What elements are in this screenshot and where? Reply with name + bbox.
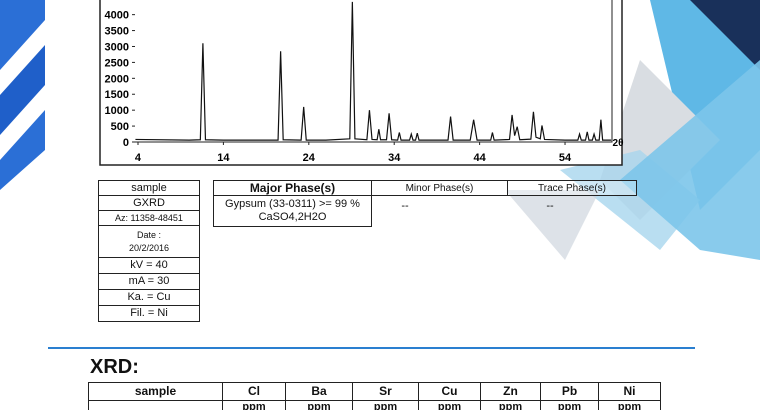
cell: Fil. = Ni — [98, 305, 200, 322]
cell: Az: 11358-48451 — [98, 210, 200, 226]
x-tick-label: 54 — [559, 152, 572, 164]
text: CaSO4,2H2O — [258, 211, 327, 223]
header: Ni — [598, 382, 661, 401]
x-axis-label: 2θ — [613, 138, 624, 149]
header: Minor Phase(s) — [371, 180, 508, 196]
unit: ppm — [540, 400, 599, 410]
header: Cl — [222, 382, 286, 401]
y-tick-label: 3500 — [105, 26, 129, 38]
header: Major Phase(s) — [213, 180, 372, 196]
y-tick-label: 500 — [111, 121, 129, 133]
text: -- — [546, 200, 554, 212]
x-tick-label: 44 — [473, 152, 486, 164]
cell — [88, 400, 223, 410]
cell: Date : 20/2/2016 — [98, 225, 200, 258]
cell: sample — [98, 180, 200, 196]
header: Zn — [480, 382, 541, 401]
y-tick-label: 2000 — [105, 73, 129, 85]
text: 20/2/2016 — [128, 242, 170, 253]
unit: ppm — [480, 400, 541, 410]
header: Pb — [540, 382, 599, 401]
text: -- — [401, 200, 409, 212]
unit: ppm — [418, 400, 481, 410]
cell: kV = 40 — [98, 257, 200, 274]
header: sample — [88, 382, 223, 401]
x-tick-label: 14 — [217, 152, 230, 164]
text: Gypsum (33-0311) >= 99 % — [225, 198, 360, 210]
section-title: XRD: — [90, 356, 139, 378]
y-tick-label: 3000 — [105, 41, 129, 53]
y-tick-label: 2500 — [105, 57, 129, 69]
cell: mA = 30 — [98, 273, 200, 290]
text: Date : — [136, 229, 161, 240]
y-tick-label: 4000 — [105, 10, 129, 22]
x-tick-label: 34 — [388, 152, 401, 164]
unit: ppm — [598, 400, 661, 410]
data-line — [135, 1, 612, 141]
header: Ba — [285, 382, 353, 401]
cell: GXRD — [98, 195, 200, 211]
cell: Gypsum (33-0311) >= 99 % CaSO4,2H2O — [213, 195, 372, 227]
header: Trace Phase(s) — [507, 180, 637, 196]
unit: ppm — [285, 400, 353, 410]
y-tick-label: 1500 — [105, 89, 129, 101]
y-tick-label: 0 — [123, 137, 129, 149]
unit: ppm — [222, 400, 286, 410]
unit: ppm — [352, 400, 419, 410]
header: Sr — [352, 382, 419, 401]
cell: Ka. = Cu — [98, 289, 200, 306]
header: Cu — [418, 382, 481, 401]
x-tick-label: 4 — [135, 152, 142, 164]
x-tick-label: 24 — [303, 152, 316, 164]
y-tick-label: 1000 — [105, 105, 129, 117]
